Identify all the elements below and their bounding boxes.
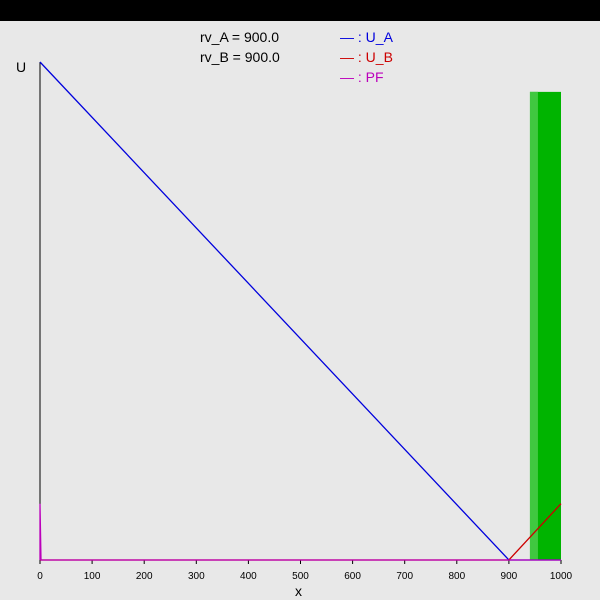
x-tick-label: 400 [240,571,257,582]
x-tick-label: 700 [396,571,413,582]
top-bar [0,0,600,21]
x-tick-label: 900 [501,571,518,582]
x-tick-label: 800 [448,571,465,582]
x-tick-label: 1000 [550,571,573,582]
x-axis-label: x [295,583,302,599]
y-axis-label: U [16,59,27,75]
param-rv-b: rv_B = 900.0 [200,49,280,65]
legend-pf: — : PF [340,69,384,85]
legend-u-a: — : U_A [340,29,393,45]
x-tick-label: 500 [292,571,309,582]
x-tick-label: 0 [37,571,43,582]
x-tick-label: 300 [188,571,205,582]
green-band-edge [529,91,538,560]
series-line-pf [39,503,561,561]
x-tick-label: 600 [344,571,361,582]
x-tick-label: 200 [136,571,153,582]
x-tick-label: 100 [84,571,101,582]
legend-u-b: — : U_B [340,49,393,65]
param-rv-a: rv_A = 900.0 [200,29,280,45]
series-line-u-a [39,61,561,561]
